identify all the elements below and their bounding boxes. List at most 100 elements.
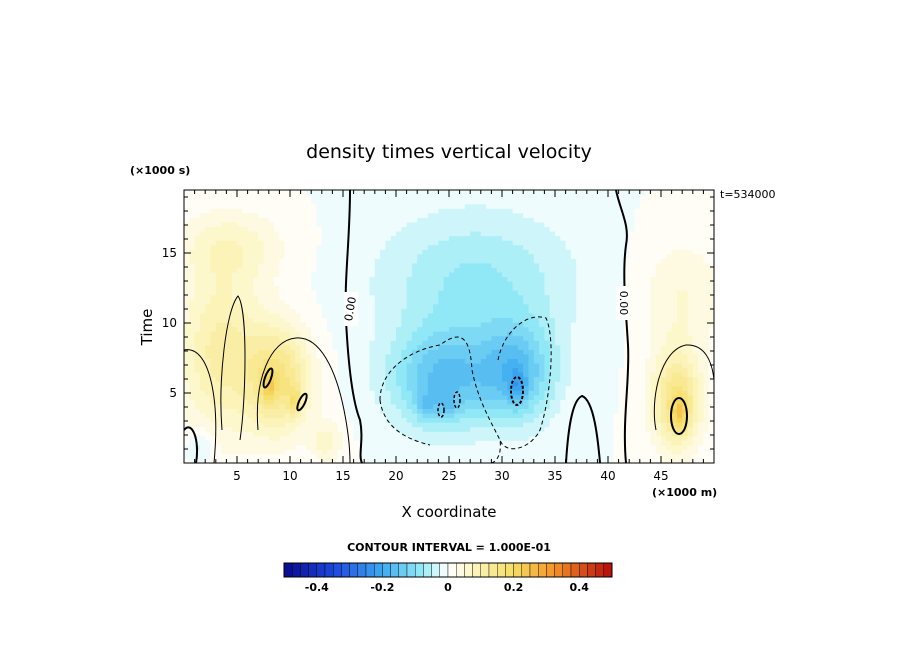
heatmap-cell bbox=[380, 312, 386, 318]
heatmap-cell bbox=[268, 440, 275, 446]
heatmap-cell bbox=[247, 435, 254, 441]
heatmap-cell bbox=[374, 453, 381, 460]
heatmap-cell bbox=[602, 253, 609, 259]
heatmap-cell bbox=[295, 340, 302, 346]
heatmap-cell bbox=[274, 340, 280, 346]
heatmap-cell bbox=[327, 353, 333, 359]
heatmap-cell bbox=[274, 431, 280, 437]
heatmap-cell bbox=[602, 199, 609, 205]
heatmap-cell bbox=[380, 281, 386, 287]
heatmap-cell bbox=[406, 285, 413, 291]
heatmap-cell bbox=[221, 390, 227, 396]
heatmap-cell bbox=[507, 203, 514, 209]
heatmap-cell bbox=[284, 240, 291, 246]
heatmap-cell bbox=[422, 444, 429, 450]
heatmap-cell bbox=[502, 426, 508, 432]
heatmap-cell bbox=[555, 317, 561, 323]
heatmap-cell bbox=[364, 399, 371, 405]
heatmap-cell bbox=[337, 408, 344, 414]
heatmap-cell bbox=[454, 321, 461, 328]
heatmap-cell bbox=[205, 281, 212, 287]
heatmap-cell bbox=[295, 390, 302, 396]
heatmap-cell bbox=[374, 458, 381, 463]
heatmap-cell bbox=[480, 340, 487, 346]
heatmap-cell bbox=[374, 230, 381, 237]
heatmap-cell bbox=[380, 440, 386, 446]
heatmap-cell bbox=[321, 458, 328, 463]
heatmap-cell bbox=[295, 440, 302, 446]
heatmap-cell bbox=[581, 403, 588, 409]
heatmap-cell bbox=[268, 312, 275, 318]
heatmap-cell bbox=[205, 335, 212, 341]
heatmap-cell bbox=[380, 271, 386, 278]
heatmap-cell bbox=[592, 435, 598, 441]
heatmap-cell bbox=[491, 303, 498, 309]
heatmap-cell bbox=[486, 394, 492, 400]
heatmap-cell bbox=[507, 285, 514, 291]
heatmap-cell bbox=[380, 340, 386, 346]
heatmap-cell bbox=[597, 312, 604, 318]
heatmap-cell bbox=[332, 372, 339, 378]
heatmap-cell bbox=[486, 385, 492, 391]
heatmap-cell bbox=[263, 385, 270, 391]
heatmap-cell bbox=[205, 331, 212, 337]
heatmap-cell bbox=[311, 208, 318, 214]
heatmap-cell bbox=[311, 240, 318, 246]
heatmap-cell bbox=[305, 312, 312, 318]
heatmap-cell bbox=[433, 376, 439, 382]
heatmap-cell bbox=[199, 285, 206, 291]
heatmap-cell bbox=[390, 258, 397, 264]
heatmap-cell bbox=[512, 290, 519, 296]
heatmap-cell bbox=[507, 276, 514, 282]
heatmap-cell bbox=[215, 240, 222, 246]
heatmap-cell bbox=[237, 408, 243, 414]
heatmap-cell bbox=[305, 458, 312, 463]
heatmap-cell bbox=[305, 367, 312, 373]
heatmap-cell bbox=[464, 258, 471, 264]
heatmap-cell bbox=[300, 262, 307, 268]
heatmap-cell bbox=[401, 294, 408, 300]
heatmap-cell bbox=[215, 262, 222, 268]
heatmap-cell bbox=[210, 453, 217, 460]
heatmap-cell bbox=[348, 335, 355, 341]
heatmap-cell bbox=[570, 417, 577, 423]
heatmap-cell bbox=[390, 240, 397, 246]
heatmap-cell bbox=[364, 281, 371, 287]
heatmap-cell bbox=[332, 344, 339, 350]
heatmap-cell bbox=[459, 317, 466, 323]
heatmap-cell bbox=[353, 335, 360, 341]
heatmap-cell bbox=[502, 422, 508, 428]
heatmap-cell bbox=[449, 190, 455, 196]
heatmap-cell bbox=[491, 362, 498, 369]
heatmap-cell bbox=[464, 271, 471, 278]
heatmap-cell bbox=[215, 281, 222, 287]
heatmap-cell bbox=[401, 285, 408, 291]
heatmap-cell bbox=[528, 340, 535, 346]
heatmap-cell bbox=[560, 358, 567, 364]
heatmap-cell bbox=[602, 385, 609, 391]
heatmap-cell bbox=[316, 308, 323, 314]
heatmap-cell bbox=[613, 367, 620, 373]
heatmap-cell bbox=[544, 240, 551, 246]
heatmap-cell bbox=[486, 303, 492, 309]
heatmap-cell bbox=[194, 308, 201, 314]
heatmap-cell bbox=[210, 276, 217, 282]
heatmap-cell bbox=[189, 331, 196, 337]
heatmap-cell bbox=[555, 417, 561, 423]
heatmap-cell bbox=[210, 362, 217, 369]
heatmap-cell bbox=[411, 258, 418, 264]
heatmap-cell bbox=[533, 412, 540, 419]
heatmap-cell bbox=[411, 199, 418, 205]
heatmap-cell bbox=[618, 458, 625, 463]
heatmap-cell bbox=[496, 303, 503, 309]
heatmap-cell bbox=[470, 367, 477, 373]
heatmap-cell bbox=[502, 335, 508, 341]
heatmap-cell bbox=[305, 271, 312, 278]
heatmap-cell bbox=[491, 308, 498, 314]
heatmap-cell bbox=[496, 399, 503, 405]
heatmap-cell bbox=[353, 390, 360, 396]
heatmap-cell bbox=[258, 271, 265, 278]
heatmap-cell bbox=[560, 394, 567, 400]
heatmap-cell bbox=[210, 226, 217, 232]
heatmap-cell bbox=[539, 262, 545, 268]
